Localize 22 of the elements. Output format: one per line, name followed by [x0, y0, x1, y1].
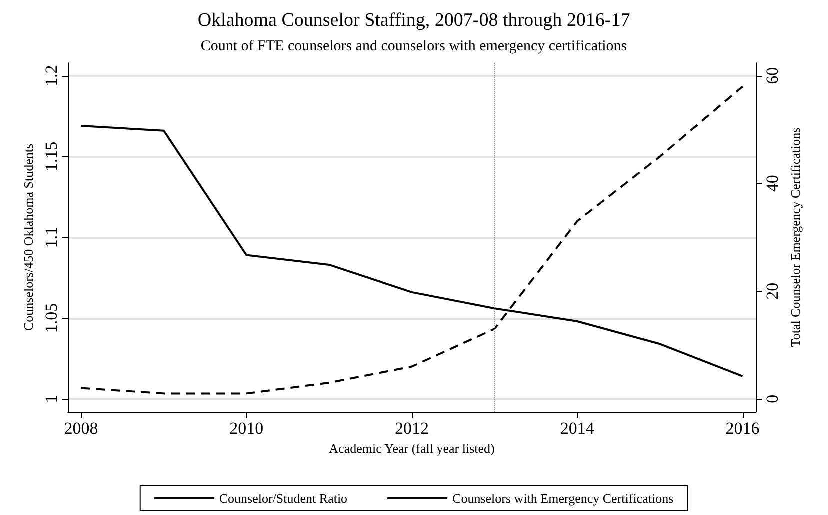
legend-label: Counselor/Student Ratio — [219, 491, 348, 506]
chart-title: Oklahoma Counselor Staffing, 2007-08 through 2016-17 — [198, 10, 630, 31]
y-tick-label: 1.2 — [42, 65, 61, 87]
x-tick-label: 2012 — [395, 419, 429, 438]
x-tick-label: 2008 — [64, 419, 98, 438]
y2-tick-label: 60 — [763, 67, 782, 84]
y-tick-label: 1.15 — [42, 142, 61, 172]
y-tick-label: 1 — [42, 394, 61, 404]
x-tick-label: 2014 — [560, 419, 595, 438]
y-axis-title: Counselors/450 Oklahoma Students — [21, 144, 36, 332]
y-tick-label: 1.1 — [42, 226, 61, 248]
y2-tick-label: 0 — [763, 394, 782, 404]
x-tick-label: 2010 — [230, 419, 264, 438]
y2-tick-label: 20 — [763, 282, 782, 300]
x-axis-title: Academic Year (fall year listed) — [329, 440, 495, 456]
y-tick-label: 1.05 — [42, 303, 61, 334]
y2-tick-label: 40 — [763, 175, 782, 192]
x-tick-label: 2016 — [726, 419, 760, 438]
chart-subtitle: Count of FTE counselors and counselors with emergency certifications — [200, 38, 628, 54]
legend-label: Counselors with Emergency Certifications — [452, 491, 674, 506]
line-series — [80, 86, 744, 395]
y2-axis-title: Total Counselor Emergency Certifications — [788, 128, 803, 348]
